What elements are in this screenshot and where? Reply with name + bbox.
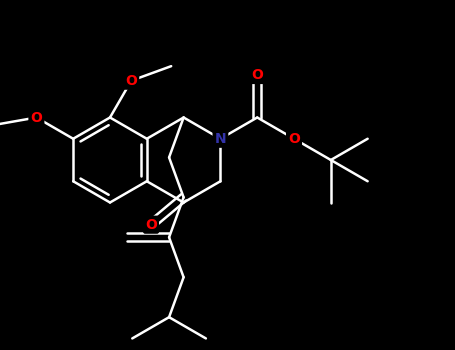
Text: O: O: [30, 111, 42, 125]
Text: O: O: [125, 74, 137, 88]
Text: O: O: [251, 68, 263, 82]
Text: O: O: [288, 132, 300, 146]
Text: N: N: [215, 132, 226, 146]
Text: O: O: [145, 218, 157, 232]
